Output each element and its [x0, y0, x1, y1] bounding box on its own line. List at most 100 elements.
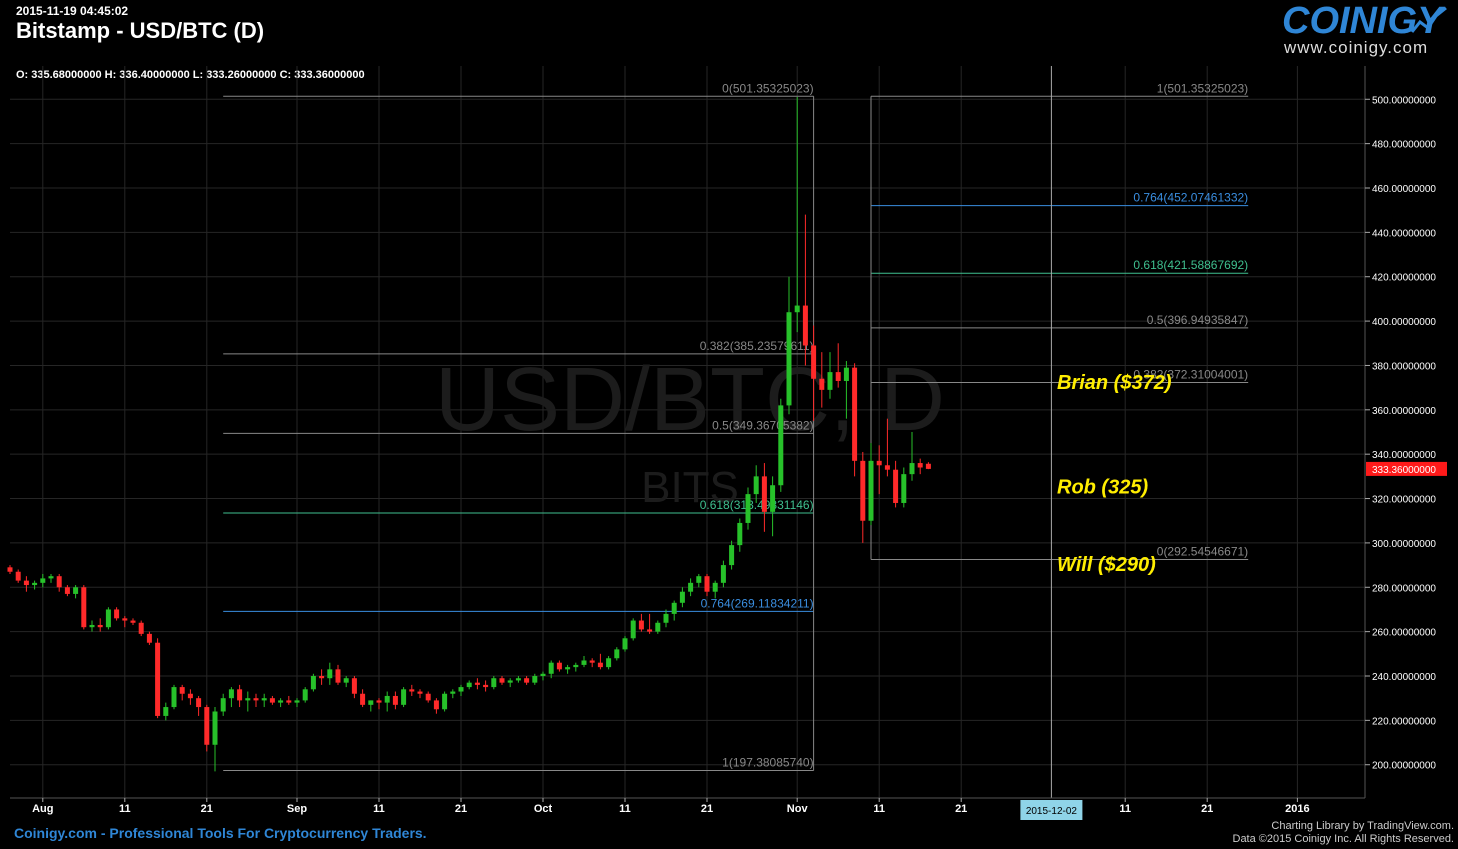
time-tick-label: 2016	[1285, 803, 1309, 815]
time-tick-label: 21	[701, 803, 713, 815]
candle-body	[15, 571, 21, 581]
time-tick-label: Aug	[32, 803, 53, 815]
candle-body	[556, 662, 562, 670]
time-axis: Aug 11 21 Sep 11 21 Oct 11 21 Nov 11 21 11 21 2016	[10, 797, 1365, 815]
candle-body	[696, 576, 702, 583]
price-tick-label: 260.00000000	[1372, 628, 1436, 639]
price-tick-label: 280.00000000	[1372, 583, 1436, 594]
candle-body	[917, 463, 923, 468]
candle-body	[48, 576, 54, 579]
coinigy-logo[interactable]: COINIGY www.coinigy.com	[1282, 0, 1454, 60]
candle-body	[294, 700, 300, 703]
candle-body	[417, 691, 423, 694]
time-tick-label: 11	[619, 803, 631, 815]
candle-body	[253, 698, 259, 701]
candle-body	[433, 700, 439, 710]
candle-body	[901, 474, 907, 503]
price-tick-label: 400.00000000	[1372, 317, 1436, 328]
price-axis: 200.00000000 220.00000000 240.00000000 260.…	[1364, 66, 1447, 798]
chart-title: Bitstamp - USD/BTC (D)	[16, 18, 265, 43]
time-tick-label: 11	[373, 803, 385, 815]
fib-level-label: 0.5(349.36705382)	[712, 418, 813, 432]
candle-body	[171, 687, 177, 708]
chart-grid	[10, 66, 1365, 798]
candle-body	[712, 582, 718, 592]
candle-body	[778, 405, 784, 486]
fib-level-label: 1(501.35325023)	[1157, 81, 1248, 95]
candle-body	[278, 700, 284, 703]
candle-body	[630, 620, 636, 639]
fib-level-label: 0.5(396.94935847)	[1147, 313, 1248, 327]
fibonacci-retracements: 0(501.35325023) 0.382(385.23579611) 0.5(34…	[223, 81, 1248, 772]
candle-body	[466, 682, 472, 688]
candle-body	[753, 476, 759, 495]
candle-body	[794, 305, 800, 313]
candle-body	[491, 678, 497, 688]
candle-body	[130, 620, 136, 623]
time-tick-label: 11	[119, 803, 131, 815]
candle-body	[671, 602, 677, 614]
candle-body	[245, 698, 251, 701]
last-price-label: 333.36000000	[1372, 465, 1436, 476]
candle-body	[655, 622, 661, 632]
price-tick-label: 240.00000000	[1372, 672, 1436, 683]
last-price-badge	[1366, 461, 1447, 476]
candle-body	[745, 494, 751, 523]
logo-url: www.coinigy.com	[1284, 38, 1429, 57]
candle-body	[302, 689, 308, 701]
candle-body	[155, 642, 161, 716]
candle-body	[606, 658, 612, 668]
crosshair: 2015-12-02	[1020, 66, 1083, 820]
fib-level-label: 0.618(313.49831146)	[700, 498, 814, 512]
candle-body	[114, 609, 120, 619]
footer-copyright: Data ©2015 Coinigy Inc. All Rights Reser…	[1232, 833, 1455, 845]
fib-level-label: 0(501.35325023)	[722, 81, 813, 95]
candle-body	[401, 689, 407, 705]
fib-level-label: 0.382(385.23579611)	[700, 339, 814, 353]
time-tick-label: 11	[873, 803, 885, 815]
candle-body	[589, 660, 595, 663]
candle-body	[704, 576, 710, 592]
price-tick-label: 220.00000000	[1372, 716, 1436, 727]
price-tick-label: 340.00000000	[1372, 450, 1436, 461]
logo-wordmark: COINIGY	[1282, 0, 1443, 42]
ohlc-readout: O: 335.68000000 H: 336.40000000 L: 333.2…	[16, 69, 365, 81]
time-tick-label: 21	[1201, 803, 1213, 815]
candle-body	[310, 676, 316, 690]
candle-body	[868, 460, 874, 521]
candle-body	[876, 460, 882, 466]
candle-body	[81, 587, 87, 628]
candle-body	[524, 678, 530, 683]
candle-body	[237, 689, 243, 701]
candle-body	[925, 463, 931, 469]
fib-level-label: 1(197.38085740)	[722, 756, 813, 770]
candle-body	[827, 372, 833, 390]
logo-chart-icon	[1410, 6, 1447, 33]
candle-body	[343, 678, 349, 683]
candle-body	[852, 367, 858, 461]
candle-body	[138, 622, 144, 634]
crosshair-date-box	[1020, 800, 1083, 820]
price-tick-label: 360.00000000	[1372, 406, 1436, 417]
candle-body	[565, 667, 571, 670]
price-tick-label: 480.00000000	[1372, 140, 1436, 151]
candle-body	[647, 629, 653, 632]
price-tick-label: 500.00000000	[1372, 95, 1436, 106]
candle-body	[392, 695, 398, 705]
candle-body	[458, 687, 464, 692]
candle-body	[204, 707, 210, 745]
candle-body	[146, 633, 152, 643]
candle-body	[368, 700, 374, 705]
candle-body	[737, 522, 743, 546]
candle-body	[761, 476, 767, 512]
footer-tagline[interactable]: Coinigy.com - Professional Tools For Cry…	[14, 825, 427, 841]
candle-body	[597, 662, 603, 668]
candle-body	[7, 567, 13, 572]
fib-level-label: 0(292.54546671)	[1157, 544, 1248, 558]
candle-body	[573, 664, 579, 668]
time-tick-label: Oct	[534, 803, 553, 815]
candle-body	[474, 682, 480, 685]
candle-body	[909, 463, 915, 475]
candle-body	[89, 624, 95, 628]
